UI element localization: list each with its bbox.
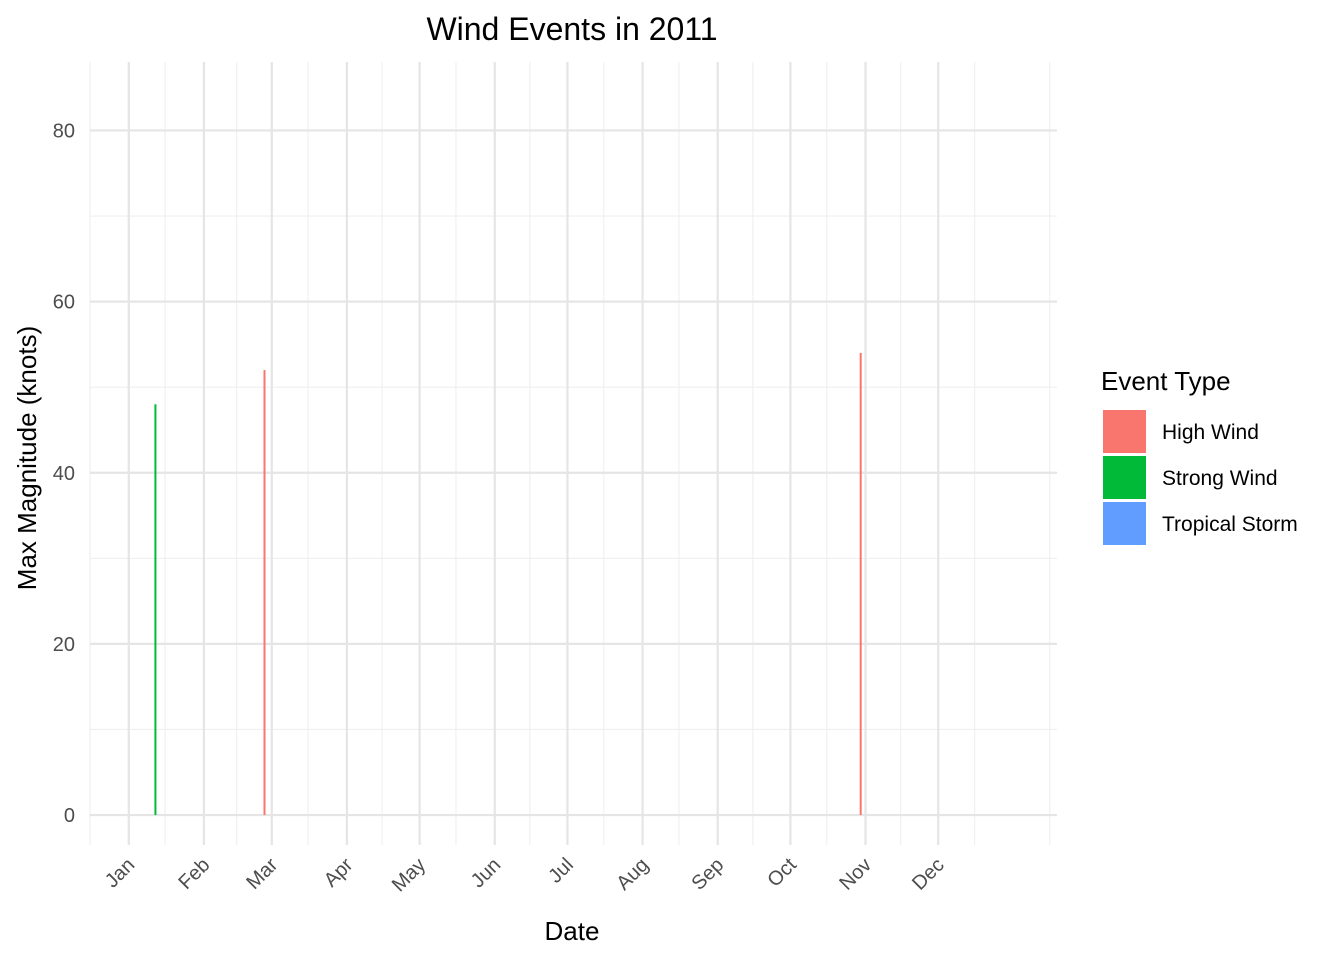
- y-tick-label: 40: [53, 463, 75, 485]
- x-tick-label: Apr: [320, 854, 358, 892]
- bar: [859, 352, 862, 816]
- legend-key: [1103, 456, 1146, 499]
- x-tick-label: May: [388, 854, 430, 896]
- x-tick-label: Dec: [908, 854, 949, 895]
- y-tick-label: 0: [64, 805, 75, 827]
- x-tick-label: Oct: [763, 854, 801, 892]
- x-tick-label: Nov: [835, 854, 876, 895]
- legend-key: [1103, 410, 1146, 453]
- major-gridlines: [90, 62, 1057, 845]
- y-tick-label: 20: [53, 634, 75, 656]
- x-axis-title: Date: [545, 916, 600, 946]
- x-tick-label: Jul: [544, 854, 578, 888]
- legend-title: Event Type: [1101, 366, 1231, 396]
- bars: [154, 352, 862, 816]
- bar: [263, 370, 266, 816]
- legend-items: High Wind Strong Wind Tropical Storm: [1103, 410, 1298, 545]
- x-axis-tick-labels: Jan Feb Mar Apr May Jun Jul Aug Sep Oct Nov Dec: [101, 854, 949, 897]
- y-tick-label: 60: [53, 292, 75, 314]
- bar: [154, 404, 157, 816]
- x-tick-label: Mar: [242, 854, 282, 894]
- x-tick-label: Jun: [467, 854, 505, 892]
- legend-label: High Wind: [1162, 421, 1259, 444]
- minor-gridlines: [89, 62, 1057, 845]
- x-tick-label: Sep: [688, 854, 729, 895]
- y-axis-title: Max Magnitude (knots): [12, 326, 42, 590]
- x-tick-label: Aug: [612, 854, 653, 895]
- chart-title: Wind Events in 2011: [426, 11, 717, 47]
- legend: Event Type High Wind Strong Wind Tropical …: [1101, 366, 1298, 545]
- legend-label: Tropical Storm: [1162, 513, 1298, 536]
- x-tick-label: Feb: [175, 854, 215, 894]
- y-tick-label: 80: [53, 120, 75, 142]
- x-tick-label: Jan: [101, 854, 139, 892]
- y-axis-tick-labels: 0 20 40 60 80: [53, 120, 75, 827]
- legend-label: Strong Wind: [1162, 467, 1278, 490]
- legend-key: [1103, 502, 1146, 545]
